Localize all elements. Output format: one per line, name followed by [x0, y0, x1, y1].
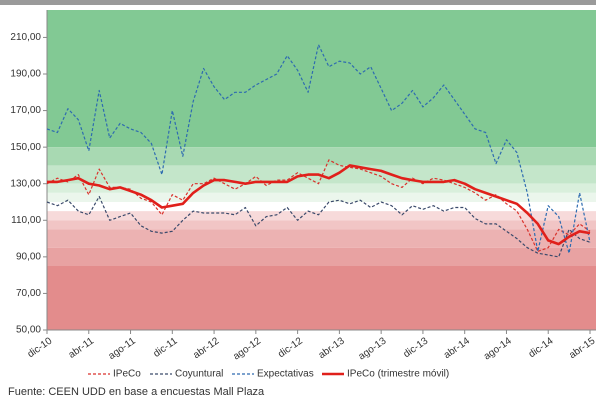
x-tick-label: abr-13: [317, 335, 347, 361]
y-tick-label: 190,00: [10, 69, 41, 80]
band: [47, 147, 596, 166]
band: [47, 220, 596, 230]
band: [47, 10, 596, 148]
x-tick-label: dic-13: [402, 335, 431, 360]
band: [47, 192, 596, 202]
x-tick-label: abr-14: [442, 335, 472, 361]
series-line: [46, 195, 591, 258]
series-line: [47, 164, 591, 246]
band: [47, 247, 596, 266]
band: [47, 229, 596, 248]
top-bar: [0, 0, 596, 5]
x-tick-label: ago-13: [357, 335, 389, 362]
x-tick-label: ago-11: [107, 335, 139, 362]
legend-label: IPeCo: [113, 369, 141, 380]
band: [47, 211, 596, 221]
y-tick-label: 150,00: [10, 142, 41, 153]
series-line: [46, 44, 591, 254]
x-tick-label: dic-11: [152, 335, 180, 359]
x-tick-label: abr-12: [191, 335, 221, 361]
legend-item: Coyuntural: [150, 369, 223, 380]
band: [47, 202, 596, 212]
legend-label: IPeCo (trimestre móvil): [347, 369, 449, 380]
x-tick-label: abr-11: [67, 335, 97, 360]
x-tick-label: dic-14: [527, 335, 556, 360]
y-tick-label: 170,00: [10, 105, 41, 116]
legend-item: IPeCo (trimestre móvil): [322, 369, 449, 380]
y-tick-label: 210,00: [10, 32, 41, 43]
legend-label: Expectativas: [257, 369, 314, 380]
legend-item: IPeCo: [88, 369, 141, 380]
band: [47, 183, 596, 193]
y-tick-label: 90,00: [16, 251, 41, 262]
legend-label: Coyuntural: [175, 369, 223, 380]
y-tick-label: 70,00: [16, 288, 41, 299]
x-tick-label: ago-12: [231, 335, 263, 362]
legend-item: Expectativas: [232, 369, 314, 380]
band: [47, 266, 596, 330]
y-tick-label: 130,00: [10, 178, 41, 189]
y-tick-label: 110,00: [11, 215, 41, 226]
x-tick-label: ago-14: [482, 335, 514, 362]
source-note: Fuente: CEEN UDD en base a encuestas Mal…: [8, 386, 265, 398]
y-tick-label: 50,00: [16, 325, 41, 336]
x-tick-label: dic-10: [26, 335, 55, 360]
x-tick-label: abr-15: [567, 335, 596, 361]
x-tick-label: dic-12: [276, 335, 305, 360]
